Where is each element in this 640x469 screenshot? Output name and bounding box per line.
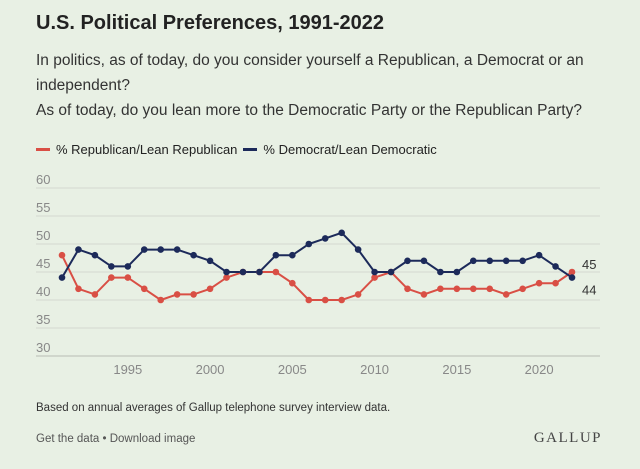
data-point-democrat <box>173 246 181 253</box>
gallup-logo: GALLUP <box>533 430 602 446</box>
data-point-democrat <box>420 257 428 265</box>
data-point-democrat <box>305 240 313 248</box>
data-point-democrat <box>486 257 494 265</box>
chart-title: U.S. Political Preferences, 1991-2022 <box>36 12 384 34</box>
x-tick-label: 2000 <box>196 362 225 377</box>
x-tick-label: 2020 <box>525 362 554 377</box>
data-point-democrat <box>256 268 263 276</box>
data-point-democrat <box>140 246 148 253</box>
get-data-link[interactable]: Get the data <box>36 433 100 445</box>
data-point-democrat <box>91 251 99 259</box>
data-point-democrat <box>58 274 66 281</box>
data-point-democrat <box>124 263 132 270</box>
data-point-republican <box>140 285 148 293</box>
data-point-democrat <box>157 246 165 253</box>
y-tick-label: 45 <box>36 256 50 271</box>
end-label-republican: 45 <box>582 257 596 272</box>
data-point-republican <box>502 291 510 298</box>
data-point-republican <box>305 296 313 304</box>
data-point-republican <box>190 291 197 298</box>
legend-item-republican: % Republican/Lean Republican <box>36 142 237 157</box>
subtitle-line: As of today, do you lean more to the Dem… <box>36 102 582 119</box>
data-point-democrat <box>321 235 329 242</box>
y-tick-label: 50 <box>36 228 50 243</box>
link-separator: • <box>99 433 110 445</box>
y-tick-label: 35 <box>36 312 50 327</box>
data-point-democrat <box>206 257 214 265</box>
x-tick-label: 2010 <box>360 362 389 377</box>
data-point-republican <box>223 274 230 281</box>
data-point-republican <box>568 268 576 276</box>
data-point-democrat <box>75 246 82 253</box>
legend-swatch-democrat <box>243 148 258 151</box>
data-point-democrat <box>535 251 543 259</box>
data-point-democrat <box>568 274 576 281</box>
data-point-democrat <box>404 257 411 265</box>
data-point-republican <box>338 296 345 304</box>
data-point-democrat <box>272 251 280 259</box>
y-tick-label: 30 <box>36 340 50 355</box>
data-point-republican <box>469 285 477 293</box>
x-tick-label: 2005 <box>278 362 307 377</box>
x-tick-label: 2015 <box>442 362 471 377</box>
data-point-democrat <box>338 229 345 237</box>
data-point-democrat <box>552 263 559 270</box>
chart-links: Get the data • Download image <box>36 433 195 445</box>
data-point-democrat <box>289 251 296 259</box>
data-point-republican <box>206 285 214 293</box>
data-point-republican <box>552 279 559 287</box>
data-point-democrat <box>223 268 230 276</box>
data-point-republican <box>453 285 461 293</box>
data-point-democrat <box>354 246 362 253</box>
series-line-republican <box>61 254 573 302</box>
series-line-democrat <box>61 231 573 279</box>
chart-legend: % Republican/Lean Republican % Democrat/… <box>36 142 443 157</box>
data-point-republican <box>75 285 82 293</box>
data-point-democrat <box>453 268 461 276</box>
legend-label-republican: % Republican/Lean Republican <box>56 142 238 157</box>
data-point-republican <box>486 285 494 293</box>
data-point-democrat <box>108 263 115 270</box>
x-tick-label: 1995 <box>113 362 142 377</box>
data-point-republican <box>91 291 99 298</box>
data-point-republican <box>437 285 444 293</box>
data-point-democrat <box>190 251 197 259</box>
data-point-republican <box>321 296 329 304</box>
data-point-democrat <box>519 257 526 265</box>
data-point-republican <box>404 285 411 293</box>
y-tick-label: 40 <box>36 284 50 299</box>
data-point-democrat <box>371 268 378 276</box>
footnote: Based on annual averages of Gallup telep… <box>36 402 391 414</box>
end-label-democrat: 44 <box>582 283 596 298</box>
data-point-republican <box>354 291 362 298</box>
y-tick-label: 60 <box>36 172 50 187</box>
data-point-democrat <box>437 268 444 276</box>
data-point-republican <box>157 296 165 304</box>
download-image-link[interactable]: Download image <box>109 433 196 445</box>
subtitle-line: independent? <box>36 77 130 94</box>
data-point-republican <box>58 251 66 259</box>
legend-item-democrat: % Democrat/Lean Democratic <box>243 142 437 157</box>
data-point-democrat <box>469 257 477 265</box>
legend-label-democrat: % Democrat/Lean Democratic <box>263 142 437 157</box>
data-point-democrat <box>502 257 510 265</box>
data-point-democrat <box>239 268 247 276</box>
y-tick-label: 55 <box>36 200 50 215</box>
data-point-democrat <box>387 268 395 276</box>
line-chart: 30 35 40 45 50 55 60 1995 2000 2005 2010 2015 2020 45… <box>36 172 600 377</box>
data-point-republican <box>371 274 378 281</box>
data-point-republican <box>519 285 526 293</box>
legend-swatch-republican <box>36 148 50 151</box>
data-point-republican <box>124 274 132 281</box>
data-point-republican <box>420 291 428 298</box>
data-point-republican <box>173 291 181 298</box>
data-point-republican <box>289 279 296 287</box>
data-point-republican <box>535 279 543 287</box>
data-point-republican <box>272 268 280 276</box>
data-point-republican <box>108 274 115 281</box>
chart-subtitle: In politics, as of today, do you conside… <box>36 48 616 123</box>
subtitle-line: In politics, as of today, do you conside… <box>36 52 584 69</box>
